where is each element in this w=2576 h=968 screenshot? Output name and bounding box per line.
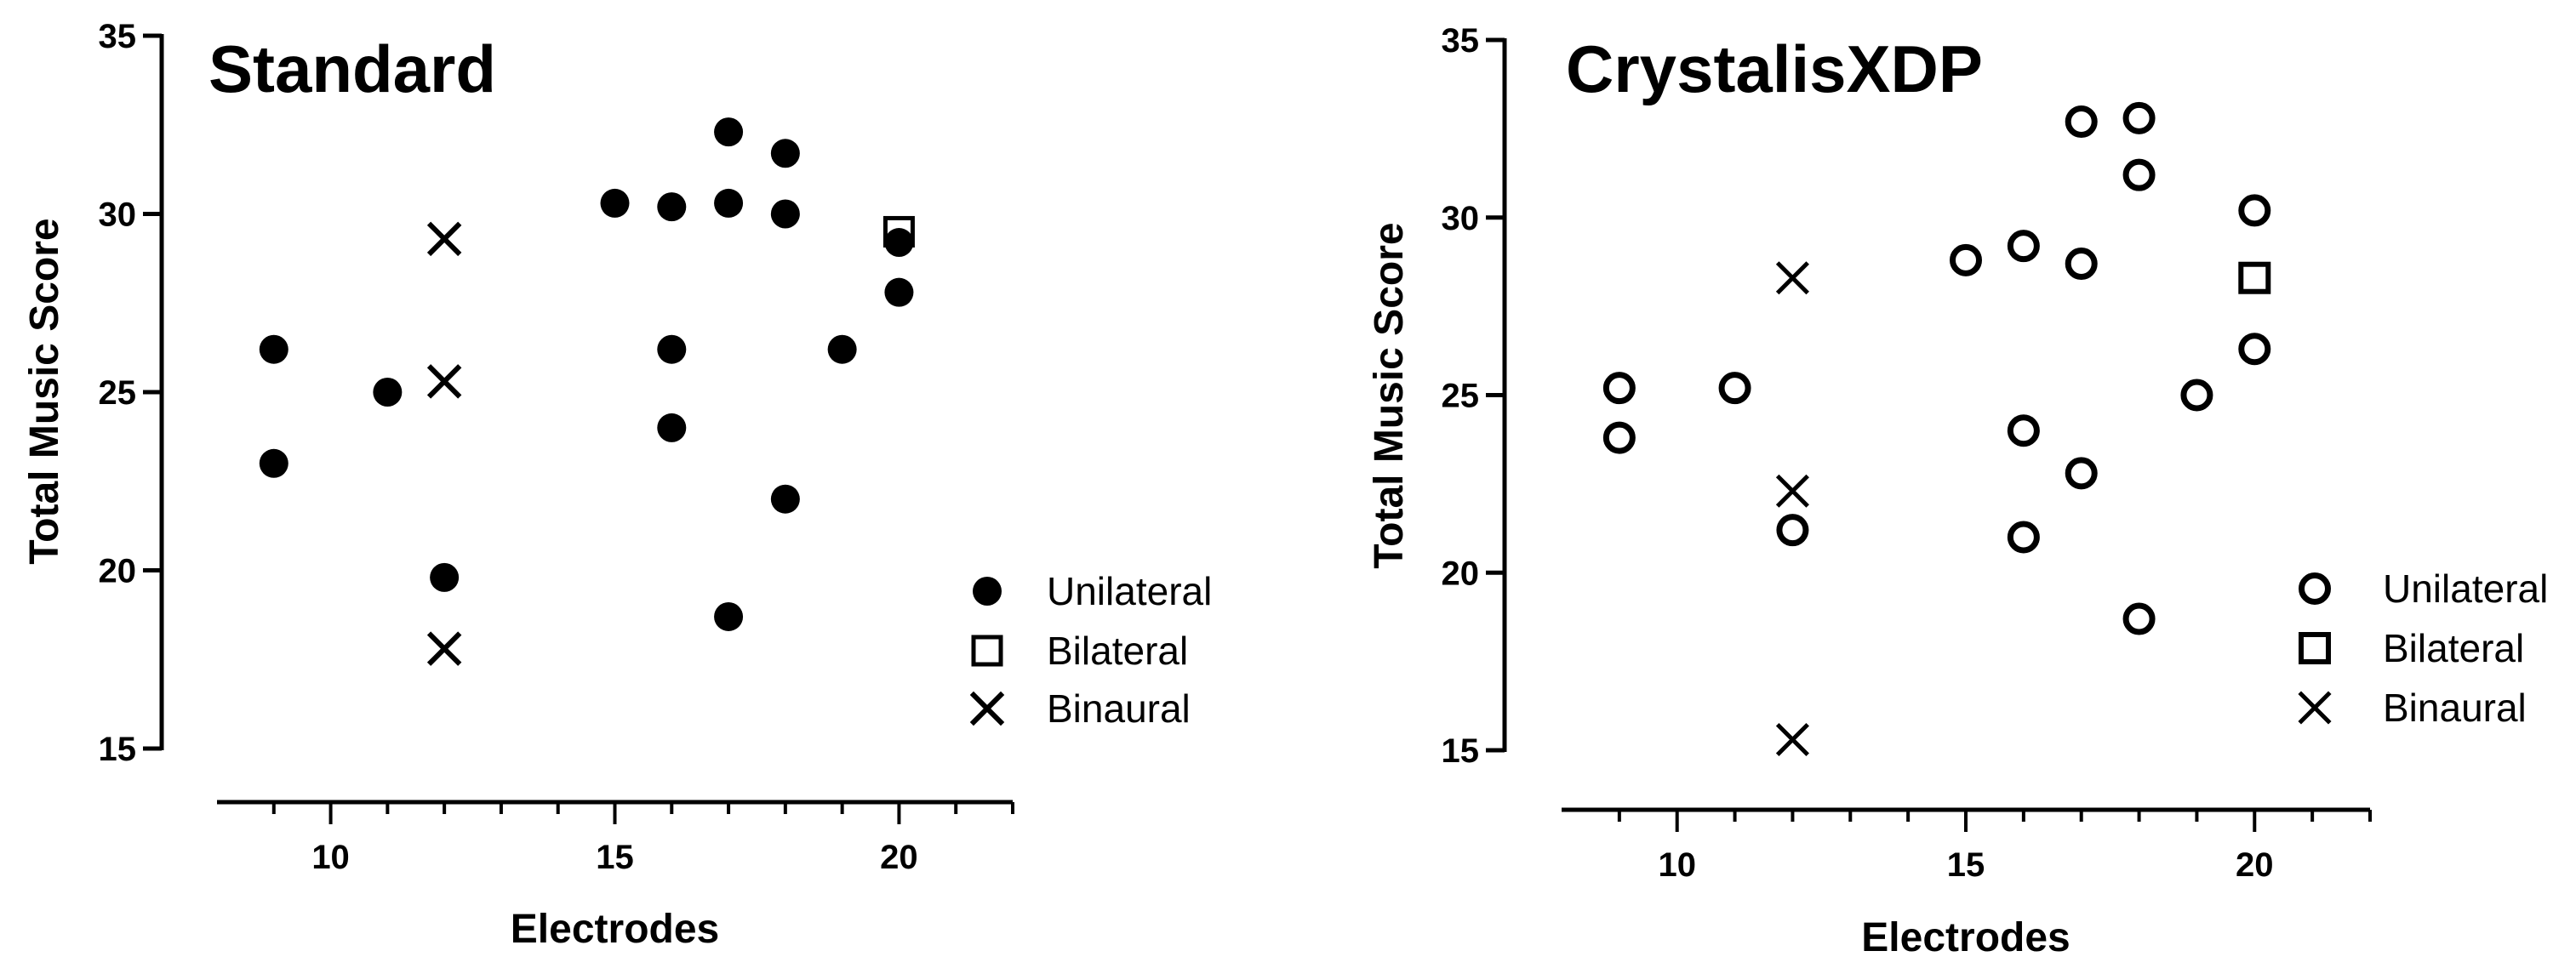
data-point-circle: [1950, 243, 1982, 276]
data-point-circle: [770, 139, 800, 168]
y-tick-label: 25: [99, 374, 137, 412]
data-point-circle: [827, 334, 857, 364]
series-bilateral: [882, 215, 915, 248]
x-tick-label: 20: [2236, 846, 2274, 884]
data-point-square: [2238, 261, 2271, 294]
y-axis-label: Total Music Score: [1367, 222, 1412, 568]
legend-label-bilateral: Bilateral: [1047, 629, 1188, 673]
legend-label-binaural: Binaural: [1047, 686, 1191, 731]
data-point-circle: [657, 334, 687, 364]
data-point-circle: [714, 601, 744, 631]
legend-marker-binaural: [2298, 691, 2332, 725]
y-axis-label: Total Music Score: [22, 218, 67, 564]
data-point-circle: [2007, 230, 2040, 263]
legend-marker-bilateral: [2299, 632, 2331, 664]
data-point-circle: [373, 378, 403, 407]
legend-marker-unilateral: [2299, 572, 2331, 605]
series-unilateral: [259, 117, 914, 631]
series-unilateral: [1602, 101, 2271, 635]
series-binaural: [426, 221, 462, 666]
chart-panel-standard: 15 20 25 30 35 10 15 20 Standard Electrodes Total …: [22, 18, 1212, 952]
data-point-cross: [1775, 474, 1809, 508]
data-point-circle: [884, 228, 914, 258]
data-point-circle: [2122, 158, 2156, 191]
data-point-circle: [2007, 521, 2040, 554]
y-tick-label: 35: [99, 18, 137, 55]
legend-label-binaural: Binaural: [2383, 686, 2527, 730]
data-point-circle: [600, 188, 630, 218]
data-point-circle: [2122, 602, 2156, 635]
legend: Unilateral Bilateral Binaural: [969, 569, 1212, 731]
data-point-circle: [770, 199, 800, 229]
data-point-circle: [770, 484, 800, 514]
legend-label-bilateral: Bilateral: [2383, 626, 2524, 670]
data-point-circle: [2238, 194, 2271, 227]
data-point-cross: [426, 221, 462, 257]
data-point-cross: [1775, 722, 1809, 757]
chart-panel-crystalisxdp: 15 20 25 30 35 10 15 20 CrystalisXDP Electrodes To…: [1367, 22, 2548, 960]
legend-marker-unilateral: [973, 577, 1002, 606]
y-tick-label: 30: [1442, 200, 1480, 237]
x-tick-label: 10: [1658, 846, 1696, 884]
legend-marker-binaural: [969, 691, 1005, 726]
data-point-circle: [2065, 457, 2098, 490]
data-point-square: [882, 215, 915, 248]
data-point-circle: [657, 413, 687, 442]
series-bilateral: [2238, 261, 2271, 294]
data-point-cross: [426, 364, 462, 399]
x-axis-label: Electrodes: [1861, 915, 2070, 960]
legend-label-unilateral: Unilateral: [2383, 567, 2548, 611]
legend: Unilateral Bilateral Binaural: [2298, 567, 2548, 730]
data-point-circle: [2065, 105, 2098, 139]
data-point-circle: [2007, 414, 2040, 447]
y-tick-label: 20: [1442, 555, 1480, 592]
x-tick-label: 15: [1947, 846, 1985, 884]
data-point-circle: [430, 562, 460, 592]
data-point-circle: [884, 277, 914, 307]
x-tick-label: 20: [880, 839, 918, 876]
data-point-circle: [1718, 372, 1751, 405]
data-point-circle: [259, 334, 288, 364]
data-point-circle: [1602, 372, 1636, 405]
data-point-circle: [2065, 248, 2098, 281]
y-tick-label: 35: [1442, 22, 1480, 60]
y-tick-label: 15: [99, 731, 137, 768]
y-tick-label: 15: [1442, 732, 1480, 770]
y-tick-label: 25: [1442, 378, 1480, 415]
data-point-circle: [2180, 379, 2213, 412]
data-point-circle: [2238, 333, 2271, 366]
x-axis-label: Electrodes: [511, 907, 719, 952]
y-tick-label: 20: [99, 553, 137, 590]
y-tick-label: 30: [99, 196, 137, 234]
data-point-circle: [1776, 514, 1809, 547]
data-point-circle: [657, 192, 687, 222]
chart-title: Standard: [208, 31, 496, 106]
chart-title: CrystalisXDP: [1566, 31, 1983, 106]
data-point-circle: [714, 117, 744, 147]
data-point-circle: [714, 188, 744, 218]
x-tick-label: 15: [596, 839, 634, 876]
legend-label-unilateral: Unilateral: [1047, 569, 1212, 613]
data-point-cross: [1775, 261, 1809, 295]
data-point-cross: [426, 631, 462, 666]
series-binaural: [1775, 261, 1809, 757]
data-point-circle: [1602, 421, 1636, 454]
x-tick-label: 10: [311, 839, 350, 876]
data-point-circle: [259, 448, 288, 478]
legend-marker-bilateral: [971, 635, 1003, 667]
data-point-circle: [2122, 101, 2156, 134]
